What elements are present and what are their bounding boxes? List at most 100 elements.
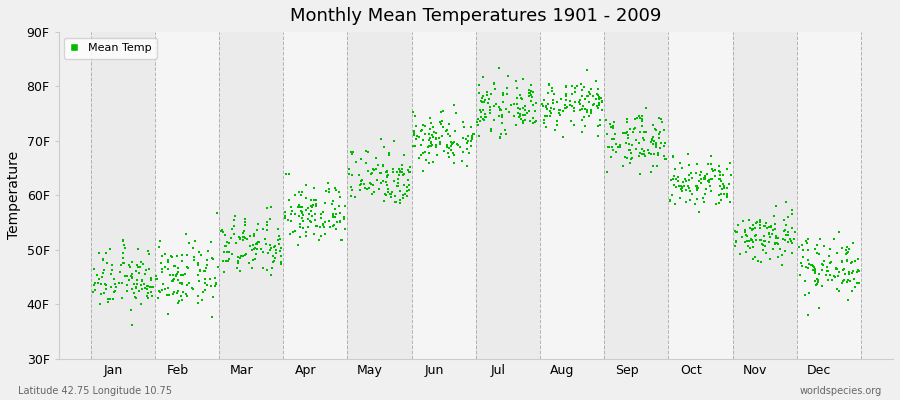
Point: [230, 264, 244, 271]
Point: [191, 292, 205, 299]
Point: [605, 144, 619, 150]
Point: [524, 82, 538, 88]
Point: [716, 183, 731, 190]
Point: [130, 262, 144, 268]
Point: [671, 183, 686, 190]
Point: [169, 252, 184, 259]
Point: [489, 100, 503, 107]
Point: [308, 211, 322, 218]
Point: [674, 185, 688, 192]
Point: [328, 214, 342, 220]
Point: [444, 138, 458, 145]
Point: [391, 176, 405, 182]
Point: [97, 280, 112, 287]
Point: [514, 116, 528, 122]
Point: [740, 238, 754, 244]
Point: [364, 181, 378, 187]
Point: [422, 126, 436, 132]
Point: [173, 279, 187, 286]
Point: [316, 222, 330, 228]
Point: [258, 235, 273, 242]
Point: [265, 265, 279, 271]
Point: [633, 115, 647, 122]
Point: [380, 174, 394, 180]
Point: [142, 266, 157, 272]
Point: [221, 258, 236, 264]
Point: [821, 268, 835, 274]
Point: [191, 262, 205, 269]
Point: [620, 119, 634, 125]
Point: [191, 272, 205, 278]
Point: [500, 90, 514, 97]
Point: [778, 248, 792, 255]
Point: [620, 116, 634, 122]
Point: [428, 135, 443, 141]
Point: [664, 192, 679, 198]
Point: [585, 102, 599, 108]
Point: [810, 276, 824, 282]
Point: [303, 218, 318, 225]
Point: [227, 222, 241, 229]
Point: [201, 248, 215, 254]
Point: [267, 258, 282, 264]
Point: [613, 143, 627, 149]
Point: [342, 171, 356, 178]
Point: [476, 116, 491, 122]
Point: [169, 271, 184, 278]
Point: [487, 80, 501, 87]
Point: [321, 186, 336, 192]
Point: [564, 102, 579, 109]
Point: [810, 281, 824, 288]
Point: [92, 276, 106, 282]
Point: [328, 225, 343, 232]
Point: [544, 110, 558, 117]
Point: [836, 278, 850, 284]
Point: [792, 244, 806, 250]
Point: [230, 240, 244, 246]
Point: [577, 114, 591, 120]
Point: [439, 128, 454, 134]
Point: [99, 286, 113, 292]
Point: [216, 258, 230, 264]
Point: [224, 235, 238, 241]
Point: [441, 150, 455, 156]
Point: [778, 228, 792, 234]
Point: [361, 148, 375, 155]
Point: [619, 154, 634, 161]
Point: [130, 280, 144, 287]
Point: [840, 250, 854, 256]
Point: [411, 155, 426, 162]
Point: [667, 173, 681, 180]
Point: [808, 268, 823, 274]
Point: [292, 202, 307, 209]
Point: [633, 150, 647, 156]
Point: [259, 266, 274, 273]
Point: [715, 186, 729, 192]
Point: [634, 122, 649, 129]
Point: [284, 211, 298, 217]
Point: [155, 268, 169, 275]
Point: [345, 186, 359, 193]
Point: [801, 290, 815, 296]
Point: [269, 250, 284, 256]
Point: [193, 267, 207, 274]
Point: [256, 226, 270, 232]
Point: [768, 226, 782, 232]
Point: [104, 267, 119, 273]
Bar: [733, 32, 796, 358]
Point: [633, 171, 647, 177]
Point: [806, 266, 820, 273]
Point: [523, 90, 537, 97]
Point: [784, 238, 798, 245]
Point: [193, 268, 207, 274]
Point: [742, 216, 756, 223]
Point: [161, 311, 176, 317]
Point: [652, 135, 666, 142]
Point: [576, 103, 590, 110]
Point: [416, 137, 430, 144]
Point: [199, 264, 213, 271]
Point: [635, 112, 650, 119]
Point: [764, 230, 778, 237]
Point: [767, 212, 781, 219]
Point: [545, 88, 560, 95]
